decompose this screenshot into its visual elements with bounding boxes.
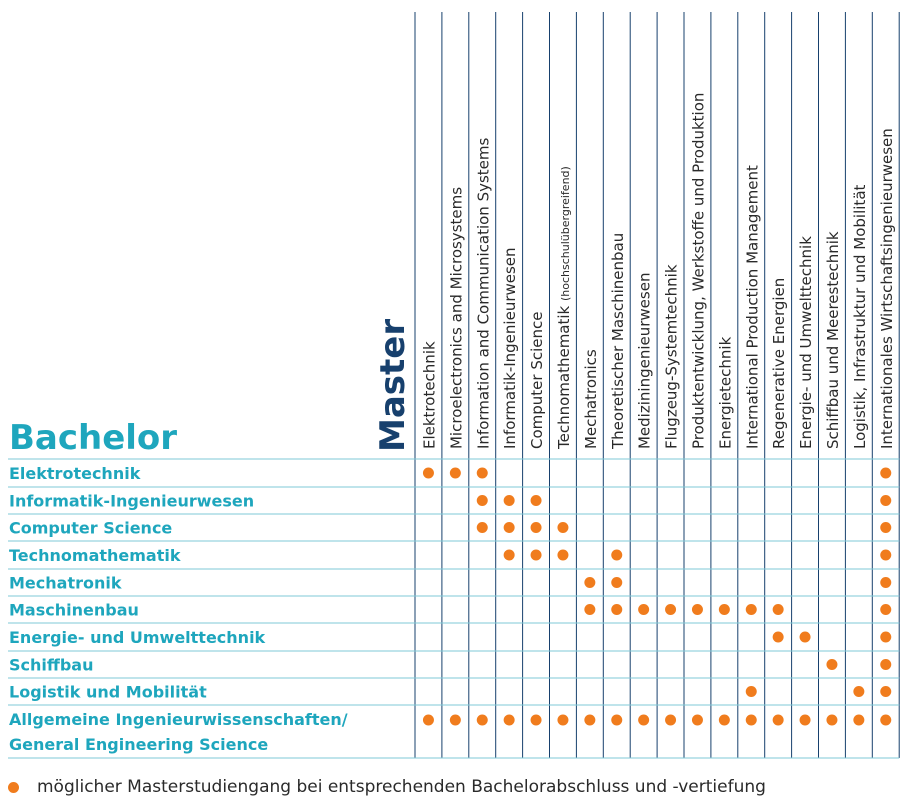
possible-master-dot <box>880 467 892 479</box>
possible-master-dot <box>745 714 757 726</box>
row-label-bachelor: Informatik-Ingenieurwesen <box>9 492 254 511</box>
possible-master-dot <box>503 714 515 726</box>
column-header-master: Mediziningenieurwesen <box>636 273 654 449</box>
possible-master-dot <box>880 495 892 506</box>
column-header-master: Flugzeug-Systemtechnik <box>663 264 681 449</box>
possible-master-dot <box>611 577 623 588</box>
possible-master-dot <box>880 631 892 643</box>
column-header-master: International Production Management <box>743 165 761 449</box>
possible-master-dot <box>772 631 784 643</box>
possible-master-dot <box>476 522 488 533</box>
legend-text: möglicher Masterstudiengang bei entsprec… <box>37 777 766 797</box>
possible-master-dot <box>880 659 892 670</box>
row-label-bachelor: Energie- und Umwelttechnik <box>9 628 266 647</box>
column-header-master: Technomathematik (hochschulübergreifend) <box>555 166 573 450</box>
possible-master-dot <box>880 686 892 697</box>
row-label-bachelor: General Engineering Science <box>9 735 268 754</box>
column-header-master: Schiffbau und Meerestechnik <box>824 231 842 449</box>
possible-master-dot <box>853 714 865 726</box>
possible-master-dot <box>665 604 677 615</box>
row-label-bachelor: Allgemeine Ingenieurwissenschaften/ <box>9 710 348 729</box>
possible-master-dot <box>826 659 838 670</box>
possible-master-dot <box>880 549 892 561</box>
column-header-master: Energietechnik <box>716 336 734 449</box>
row-label-bachelor: Elektrotechnik <box>9 464 141 483</box>
possible-master-dot <box>772 714 784 726</box>
possible-master-dot <box>718 714 730 726</box>
column-header-master: Elektrotechnik <box>420 341 438 449</box>
possible-master-dot <box>530 495 542 506</box>
row-label-bachelor: Technomathematik <box>9 546 181 565</box>
possible-master-dot <box>691 714 703 726</box>
possible-master-dot <box>745 604 757 615</box>
possible-master-dot <box>422 467 434 479</box>
possible-master-dot <box>530 714 542 726</box>
row-label-bachelor: Logistik und Mobilität <box>9 683 207 702</box>
column-header-master: Microelectronics and Microsystems <box>447 187 465 449</box>
possible-master-dot <box>611 714 623 726</box>
column-header-master: Logistik, Infrastruktur und Mobilität <box>851 184 869 449</box>
possible-master-dot <box>880 577 892 588</box>
possible-master-dot <box>530 522 542 533</box>
possible-master-dot <box>530 549 542 561</box>
possible-master-dot <box>799 631 811 643</box>
possible-master-dot <box>638 714 650 726</box>
possible-master-dot <box>557 549 569 561</box>
column-header-master: Informatik-Ingenieurwesen <box>501 247 519 449</box>
column-header-master: Mechatronics <box>582 349 600 449</box>
row-label-bachelor: Schiffbau <box>9 656 93 675</box>
row-label-bachelor: Maschinenbau <box>9 601 139 620</box>
possible-master-dot <box>422 714 434 726</box>
possible-master-dot <box>799 714 811 726</box>
column-header-master: Regenerative Energien <box>770 278 788 449</box>
legend-dot <box>8 781 19 793</box>
possible-master-dot <box>880 522 892 533</box>
column-header-master: Energie- und Umwelttechnik <box>797 236 815 449</box>
possible-master-dot <box>611 604 623 615</box>
column-header-master: Produktentwicklung, Werkstoffe und Produ… <box>689 93 707 449</box>
possible-master-dot <box>503 522 515 533</box>
possible-master-dot <box>476 714 488 726</box>
legend: möglicher Masterstudiengang bei entsprec… <box>8 773 766 801</box>
column-header-master: Theoretischer Maschinenbau <box>609 233 627 450</box>
possible-master-dot <box>476 495 488 506</box>
bachelor-heading: Bachelor <box>9 418 177 458</box>
possible-master-dot <box>880 604 892 615</box>
possible-master-dot <box>476 467 488 479</box>
possible-master-dot <box>853 686 865 697</box>
possible-master-dot <box>691 604 703 615</box>
possible-master-dot <box>584 577 596 588</box>
possible-master-dot <box>665 714 677 726</box>
possible-master-dot <box>503 495 515 506</box>
possible-master-dot <box>772 604 784 615</box>
possible-master-dot <box>584 604 596 615</box>
column-header-master: Computer Science <box>528 312 546 449</box>
possible-master-dot <box>611 549 623 561</box>
master-heading: Master <box>373 319 413 452</box>
row-label-bachelor: Mechatronik <box>9 574 122 593</box>
possible-master-dot <box>584 714 596 726</box>
row-label-bachelor: Computer Science <box>9 519 172 538</box>
possible-master-dot <box>880 714 892 726</box>
possible-master-dot <box>557 714 569 726</box>
possible-master-dot <box>718 604 730 615</box>
column-header-master: Information and Communication Systems <box>474 137 492 449</box>
column-header-master: Internationales Wirtschaftsingenieurwese… <box>878 128 896 449</box>
possible-master-dot <box>449 714 461 726</box>
possible-master-dot <box>638 604 650 615</box>
possible-master-dot <box>557 522 569 533</box>
possible-master-dot <box>745 686 757 697</box>
possible-master-dot <box>449 467 461 479</box>
possible-master-dot <box>826 714 838 726</box>
possible-master-dot <box>503 549 515 561</box>
